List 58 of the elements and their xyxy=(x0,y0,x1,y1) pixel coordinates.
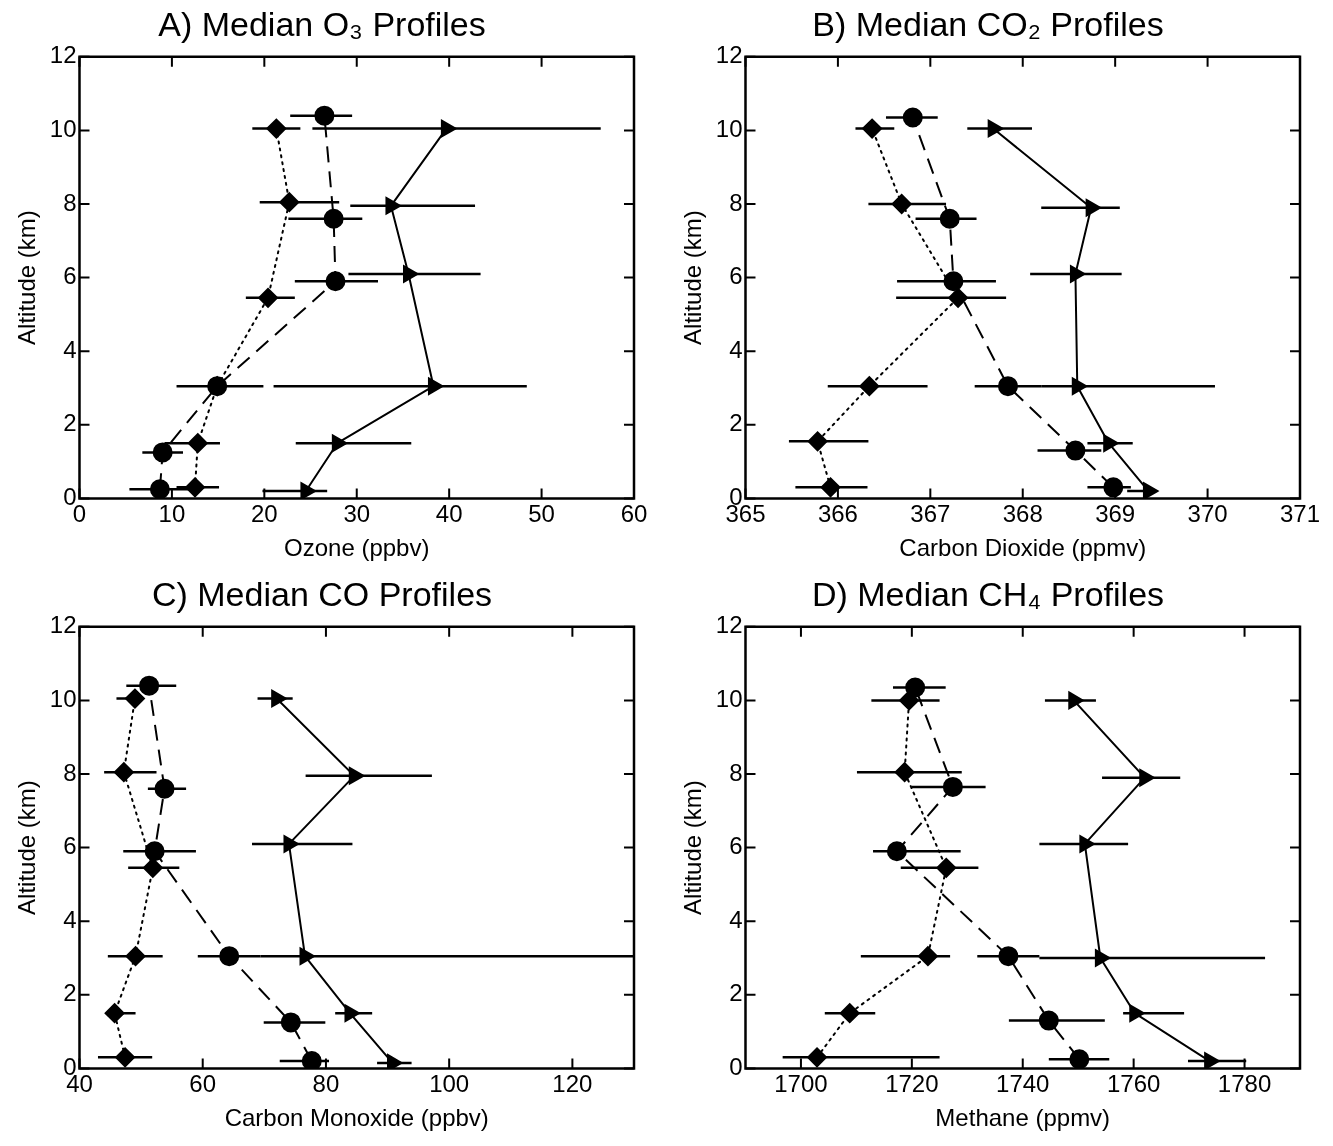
x-tick-label: 50 xyxy=(528,500,555,528)
y-tick-label: 0 xyxy=(729,1053,743,1081)
x-tick-label: 1700 xyxy=(774,1070,828,1098)
x-tick-label: 80 xyxy=(312,1070,340,1098)
y-tick-label: 2 xyxy=(63,979,77,1007)
y-tick-label: 10 xyxy=(715,115,743,143)
x-axis-title: Methane (ppmv) xyxy=(935,1104,1111,1132)
x-tick-label: 1740 xyxy=(996,1070,1050,1098)
x-tick-label: 1760 xyxy=(1106,1070,1161,1098)
x-tick-label: 370 xyxy=(1187,500,1228,528)
y-tick-label: 10 xyxy=(49,115,77,143)
y-axis-title: Altitude (km) xyxy=(679,780,707,915)
x-tick-label: 60 xyxy=(189,1070,217,1098)
chart-title: A) Median O₃ Profiles xyxy=(158,4,486,43)
y-axis-title: Altitude (km) xyxy=(13,780,41,915)
x-tick-label: 120 xyxy=(552,1070,593,1098)
y-axis-title: Altitude (km) xyxy=(679,210,707,345)
x-tick-label: 367 xyxy=(910,500,951,528)
x-tick-label: 20 xyxy=(250,500,278,528)
chart-title: D) Median CH₄ Profiles xyxy=(811,574,1165,613)
chart-title: B) Median CO₂ Profiles xyxy=(812,4,1164,43)
y-tick-label: 12 xyxy=(715,41,743,69)
chart-title: C) Median CO Profiles xyxy=(151,574,493,613)
y-tick-label: 12 xyxy=(49,41,77,69)
y-tick-label: 6 xyxy=(63,262,77,290)
x-axis-title: Carbon Dioxide (ppmv) xyxy=(899,534,1147,562)
y-tick-label: 12 xyxy=(49,611,77,639)
y-tick-label: 2 xyxy=(729,979,743,1007)
y-tick-label: 12 xyxy=(715,611,743,639)
x-tick-label: 30 xyxy=(343,500,371,528)
x-tick-label: 369 xyxy=(1095,500,1136,528)
y-tick-label: 4 xyxy=(729,905,743,933)
y-tick-label: 4 xyxy=(63,905,77,933)
y-tick-label: 4 xyxy=(63,335,77,363)
y-tick-label: 8 xyxy=(63,758,77,786)
y-tick-label: 4 xyxy=(729,335,743,363)
x-tick-label: 366 xyxy=(817,500,858,528)
y-tick-label: 2 xyxy=(63,409,77,437)
x-tick-label: 368 xyxy=(1002,500,1043,528)
y-tick-label: 10 xyxy=(49,685,77,713)
x-tick-label: 10 xyxy=(158,500,186,528)
y-tick-label: 2 xyxy=(729,409,743,437)
x-axis-title: Carbon Monoxide (ppbv) xyxy=(224,1104,489,1132)
x-tick-label: 40 xyxy=(435,500,463,528)
y-axis-title: Altitude (km) xyxy=(13,210,41,345)
y-tick-label: 10 xyxy=(715,685,743,713)
x-axis-title: Ozone (ppbv) xyxy=(284,534,430,562)
x-tick-label: 371 xyxy=(1279,500,1321,528)
x-tick-label: 100 xyxy=(429,1070,470,1098)
y-tick-label: 6 xyxy=(63,832,77,860)
x-tick-label: 60 xyxy=(620,500,648,528)
y-tick-label: 8 xyxy=(729,188,743,216)
y-tick-label: 8 xyxy=(63,188,77,216)
x-tick-label: 1720 xyxy=(885,1070,939,1098)
y-tick-label: 6 xyxy=(729,262,743,290)
y-tick-label: 8 xyxy=(729,758,743,786)
y-tick-label: 6 xyxy=(729,832,743,860)
x-tick-label: 1780 xyxy=(1217,1070,1272,1098)
